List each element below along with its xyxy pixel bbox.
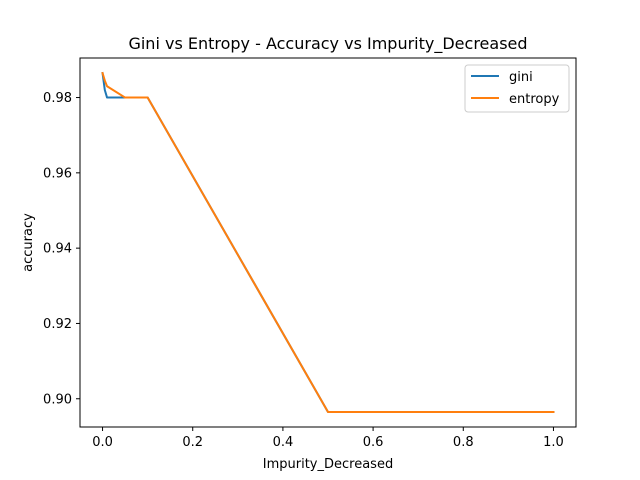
x-tick-label: 0.8 — [453, 435, 474, 450]
x-tick-label: 1.0 — [543, 435, 564, 450]
y-tick-label: 0.98 — [43, 91, 72, 106]
plot-area — [79, 57, 577, 428]
y-axis-title: accuracy — [21, 213, 36, 272]
chart-title: Gini vs Entropy - Accuracy vs Impurity_D… — [128, 34, 527, 54]
y-tick-label: 0.92 — [43, 317, 72, 332]
x-axis-ticks: 0.0 0.2 0.4 0.6 0.8 1.0 — [92, 427, 564, 450]
axes-frame — [79, 57, 577, 428]
x-tick-label: 0.6 — [363, 435, 384, 450]
x-axis-title: Impurity_Decreased — [263, 457, 393, 472]
legend: gini entropy — [464, 64, 570, 113]
x-tick-label: 0.0 — [92, 435, 113, 450]
x-tick-label: 0.4 — [273, 435, 294, 450]
x-tick-label: 0.2 — [182, 435, 203, 450]
legend-label-entropy: entropy — [509, 92, 560, 107]
y-tick-label: 0.94 — [43, 242, 72, 257]
series-layer — [101, 71, 555, 413]
y-tick-label: 0.90 — [43, 392, 72, 407]
legend-label-gini: gini — [509, 70, 533, 85]
y-axis-ticks: 0.90 0.92 0.94 0.96 0.98 — [43, 91, 80, 407]
series-line-entropy — [101, 71, 555, 413]
y-tick-label: 0.96 — [43, 166, 72, 181]
